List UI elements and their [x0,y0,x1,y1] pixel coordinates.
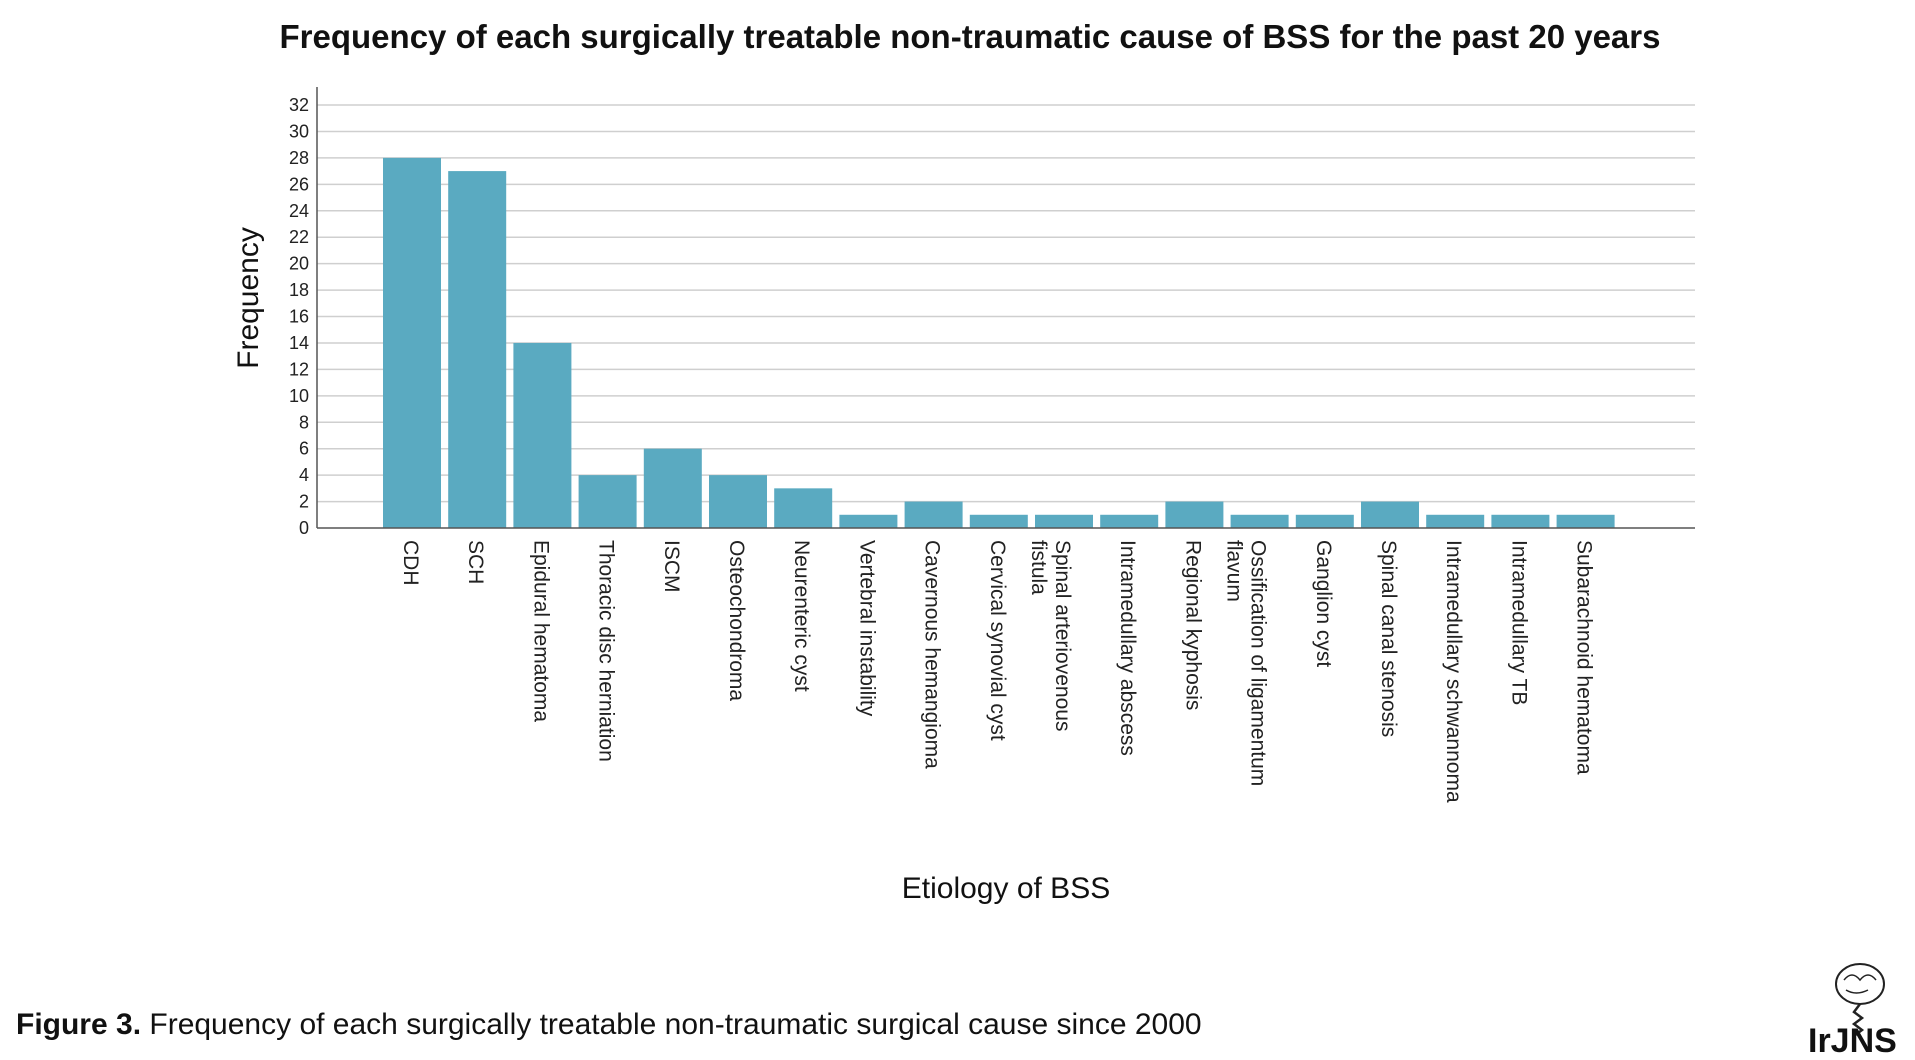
bar [1426,514,1485,528]
y-tick-label: 30 [289,121,309,141]
bar [448,171,507,528]
y-tick-label: 8 [299,412,309,432]
x-tick-label: Thoracic disc herniation [595,540,618,762]
bar [1295,514,1354,528]
figure-caption: Figure 3. Frequency of each surgically t… [16,1008,1202,1042]
journal-logo-text: IrJNS [1808,1022,1897,1055]
bar [513,342,572,528]
bar [1491,514,1550,528]
bar [383,157,441,528]
brain-spine-logo-icon: IrJNS [1808,963,1897,1060]
x-tick-label: Spinal canal stenosis [1377,540,1400,737]
bar [1361,501,1419,528]
bar [643,448,702,528]
x-tick-label: CDH [399,540,422,586]
chart-title: Frequency of each surgically treatable n… [280,18,1661,55]
y-tick-label: 2 [299,492,309,512]
bar [904,501,963,528]
bar [1230,514,1289,528]
x-axis-title: Etiology of BSS [902,872,1110,905]
bar [709,475,767,528]
bar [774,488,833,528]
y-axis-title: Frequency [232,227,265,369]
x-tick-label: Vertebral instability [855,540,878,717]
x-tick-label: ISCM [660,540,683,593]
x-tick-label: Intramedullary TB [1507,540,1530,705]
x-tick-label: Epidural hematoma [529,540,552,722]
figure-caption-text: Frequency of each surgically treatable n… [149,1008,1202,1041]
y-tick-label: 24 [289,201,309,221]
figure-caption-label: Figure 3. [16,1008,142,1041]
y-tick-label: 16 [289,307,309,327]
y-tick-label: 26 [289,174,309,194]
y-tick-label: 4 [299,465,309,485]
y-tick-label: 28 [289,148,309,168]
bars [383,157,1615,528]
x-tick-label: Intramedullary abscess [1116,540,1139,756]
x-tick-label: Regional kyphosis [1181,540,1204,710]
x-axis-category-labels: CDH SCH Epidural hematoma Thoracic disc her… [399,540,1596,803]
y-tick-label: 18 [289,280,309,300]
y-tick-label: 10 [289,386,309,406]
y-tick-label: 12 [289,359,309,379]
journal-logo: IrJNS [1806,960,1910,1060]
y-tick-label: 22 [289,227,309,247]
bar [1100,514,1159,528]
bar [578,475,637,528]
bar [969,514,1028,528]
x-tick-label: Cavernous hemangioma [921,540,944,769]
x-tick-label: Spinal arteriovenousfistula [1027,540,1074,731]
x-tick-label: Ganglion cyst [1312,540,1335,667]
y-tick-label: 0 [299,518,309,538]
y-tick-label: 6 [299,439,309,459]
x-tick-label: Osteochondroma [725,540,748,701]
x-tick-label: SCH [464,540,487,584]
bar [1556,514,1615,528]
x-tick-label: Intramedullary schwannoma [1442,540,1465,803]
y-tick-label: 20 [289,254,309,274]
bar [1165,501,1224,528]
bar [839,514,898,528]
y-tick-label: 32 [289,95,309,115]
bar-chart: Frequency of each surgically treatable n… [232,18,1695,905]
x-tick-label: Neurenteric cyst [790,540,813,692]
x-tick-label: Subarachnoid hematoma [1573,540,1596,775]
y-tick-label: 14 [289,333,309,353]
bar [1035,514,1093,528]
x-tick-label: Ossification of ligamentumflavum [1223,540,1270,786]
x-tick-label: Cervical synovial cyst [986,540,1009,741]
